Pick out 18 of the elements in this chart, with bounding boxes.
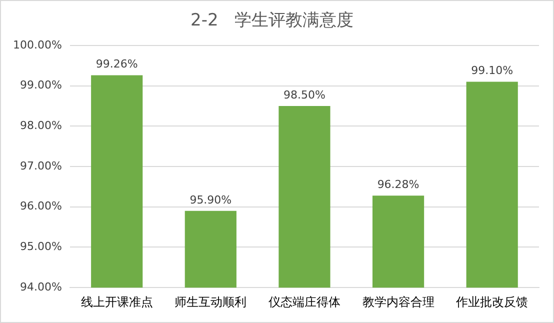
y-tick-label: 100.00% [12, 38, 62, 52]
chart-title: 2-2 学生评教满意度 [190, 10, 354, 31]
y-tick-label: 98.00% [20, 118, 62, 132]
x-tick-label: 作业批改反馈 [455, 294, 528, 309]
y-tick-label: 97.00% [20, 159, 62, 172]
x-tick-label: 师生互动顺利 [174, 294, 247, 309]
data-label: 96.28% [377, 178, 420, 191]
data-label: 98.50% [283, 88, 326, 102]
y-tick-label: 96.00% [20, 200, 62, 213]
y-tick-label: 99.00% [20, 78, 62, 92]
y-tick-label: 95.00% [20, 240, 62, 254]
x-tick-label: 仪态端庄得体 [268, 294, 340, 309]
data-label: 99.10% [471, 64, 514, 78]
x-tick-label: 线上开课准点 [80, 294, 153, 309]
data-label: 99.26% [96, 58, 138, 71]
y-tick-label: 94.00% [20, 280, 62, 294]
x-tick-label: 教学内容合理 [362, 294, 434, 309]
data-label: 95.90% [190, 193, 232, 206]
